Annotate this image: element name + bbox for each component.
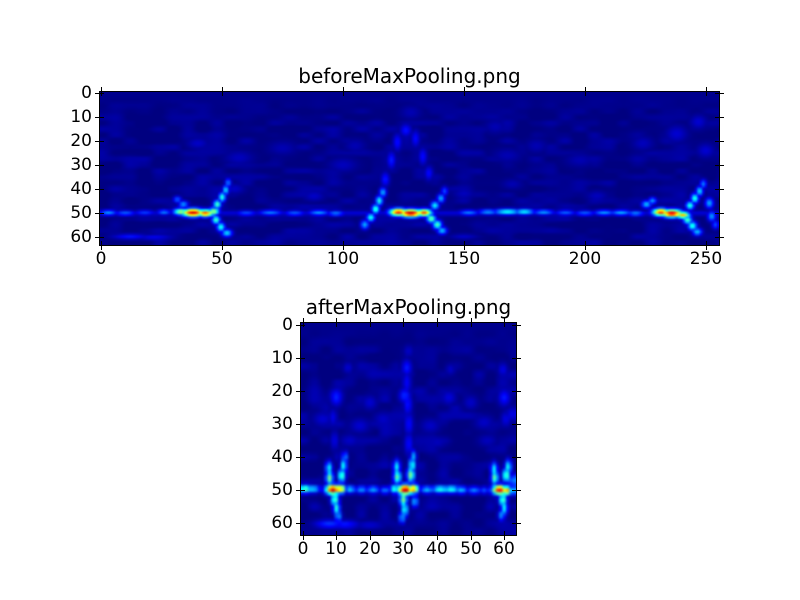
x-tick-label: 30 [392, 539, 414, 559]
y-tick-mark [715, 117, 724, 118]
x-tick-mark [585, 87, 586, 96]
y-tick-mark [512, 424, 521, 425]
x-tick-mark [343, 241, 344, 250]
y-tick-mark [715, 93, 724, 94]
x-tick-mark [303, 531, 304, 540]
x-tick-mark [403, 318, 404, 327]
y-tick-mark [512, 523, 521, 524]
y-tick-mark [512, 325, 521, 326]
y-tick-mark [715, 237, 724, 238]
x-tick-mark [471, 531, 472, 540]
x-tick-mark [343, 87, 344, 96]
x-tick-label: 50 [211, 249, 233, 269]
y-tick-mark [512, 457, 521, 458]
y-tick-label: 20 [271, 381, 293, 401]
y-tick-mark [296, 490, 305, 491]
axes-after-maxpooling [300, 322, 517, 536]
x-tick-mark [101, 241, 102, 250]
x-tick-mark [222, 241, 223, 250]
x-tick-mark [471, 318, 472, 327]
y-tick-label: 10 [271, 348, 293, 368]
x-tick-mark [403, 531, 404, 540]
y-tick-mark [296, 424, 305, 425]
y-tick-label: 20 [70, 131, 92, 151]
y-tick-mark [715, 189, 724, 190]
x-tick-mark [706, 87, 707, 96]
y-tick-mark [296, 391, 305, 392]
y-tick-mark [296, 358, 305, 359]
y-tick-label: 30 [271, 414, 293, 434]
y-tick-mark [512, 490, 521, 491]
y-tick-mark [715, 213, 724, 214]
x-tick-label: 0 [297, 539, 309, 559]
plot-title-before-maxpooling: beforeMaxPooling.png [298, 64, 521, 88]
y-tick-label: 40 [271, 447, 293, 467]
x-tick-label: 40 [426, 539, 448, 559]
y-tick-label: 50 [70, 203, 92, 223]
y-tick-mark [95, 117, 104, 118]
y-tick-mark [95, 93, 104, 94]
y-tick-mark [95, 141, 104, 142]
x-tick-mark [222, 87, 223, 96]
y-tick-mark [296, 523, 305, 524]
heatmap-canvas-before-maxpooling [100, 92, 719, 245]
x-tick-label: 20 [359, 539, 381, 559]
y-tick-label: 30 [70, 155, 92, 175]
y-tick-mark [512, 391, 521, 392]
x-tick-mark [706, 241, 707, 250]
y-tick-mark [95, 165, 104, 166]
x-tick-mark [370, 318, 371, 327]
y-tick-label: 60 [70, 227, 92, 247]
x-tick-mark [464, 241, 465, 250]
x-tick-label: 0 [95, 249, 107, 269]
x-tick-label: 60 [493, 539, 515, 559]
y-tick-mark [512, 358, 521, 359]
y-tick-label: 40 [70, 179, 92, 199]
heatmap-canvas-after-maxpooling [301, 323, 516, 535]
y-tick-mark [296, 325, 305, 326]
y-tick-label: 0 [282, 315, 293, 335]
x-tick-mark [585, 241, 586, 250]
x-tick-mark [336, 531, 337, 540]
y-tick-mark [715, 141, 724, 142]
x-tick-label: 250 [689, 249, 723, 269]
y-tick-label: 60 [271, 513, 293, 533]
y-tick-mark [95, 213, 104, 214]
y-tick-mark [95, 189, 104, 190]
x-tick-mark [437, 531, 438, 540]
x-tick-mark [504, 318, 505, 327]
y-tick-mark [715, 165, 724, 166]
x-tick-mark [336, 318, 337, 327]
x-tick-label: 10 [325, 539, 347, 559]
y-tick-mark [296, 457, 305, 458]
x-tick-label: 50 [460, 539, 482, 559]
y-tick-label: 0 [81, 83, 92, 103]
x-tick-label: 100 [326, 249, 360, 269]
x-tick-label: 200 [568, 249, 602, 269]
x-tick-mark [437, 318, 438, 327]
x-tick-mark [101, 87, 102, 96]
y-tick-mark [95, 237, 104, 238]
x-tick-label: 150 [447, 249, 481, 269]
x-tick-mark [464, 87, 465, 96]
y-tick-label: 50 [271, 480, 293, 500]
x-tick-mark [303, 318, 304, 327]
y-tick-label: 10 [70, 107, 92, 127]
plot-title-after-maxpooling: afterMaxPooling.png [305, 295, 512, 319]
x-tick-mark [370, 531, 371, 540]
axes-before-maxpooling [99, 91, 720, 246]
x-tick-mark [504, 531, 505, 540]
